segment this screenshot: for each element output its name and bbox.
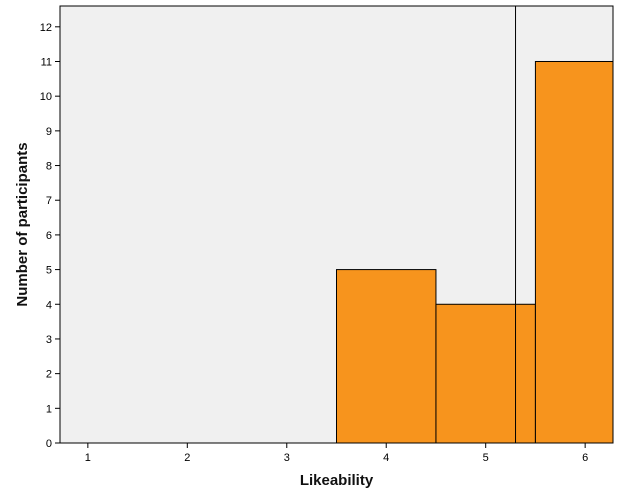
y-tick-label: 9 bbox=[46, 126, 52, 138]
y-tick-label: 2 bbox=[46, 369, 52, 381]
histogram-bar bbox=[435, 303, 536, 444]
y-tick-label: 0 bbox=[46, 438, 52, 450]
y-tick-label: 6 bbox=[46, 230, 52, 242]
x-tick-label: 2 bbox=[184, 452, 190, 464]
x-axis-title: Likeability bbox=[300, 472, 374, 489]
x-tick-label: 3 bbox=[284, 452, 290, 464]
x-tick-label: 5 bbox=[483, 452, 489, 464]
y-axis-title: Number of participants bbox=[14, 142, 31, 306]
x-tick-label: 6 bbox=[582, 452, 588, 464]
y-tick-label: 12 bbox=[40, 22, 52, 34]
y-tick-label: 1 bbox=[46, 403, 52, 415]
histogram-bar bbox=[336, 269, 437, 444]
y-tick-label: 11 bbox=[41, 56, 52, 68]
x-axis: 1 2 3 4 5 6 bbox=[85, 443, 588, 464]
y-tick-label: 8 bbox=[46, 161, 52, 173]
y-tick-label: 3 bbox=[46, 334, 52, 346]
y-tick-label: 10 bbox=[40, 91, 52, 103]
y-tick-label: 5 bbox=[46, 265, 52, 277]
y-tick-label: 7 bbox=[46, 195, 52, 207]
y-tick-label: 4 bbox=[46, 299, 52, 311]
x-tick-label: 1 bbox=[85, 452, 91, 464]
bars-group bbox=[336, 60, 614, 444]
x-tick-label: 4 bbox=[383, 452, 389, 464]
histogram-bar bbox=[534, 60, 614, 444]
